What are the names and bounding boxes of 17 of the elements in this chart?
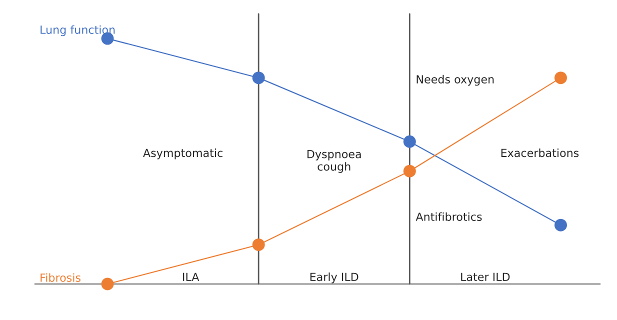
point bbox=[554, 72, 567, 84]
point bbox=[403, 135, 416, 148]
annotation: Later ILD bbox=[461, 272, 510, 282]
point bbox=[252, 238, 265, 251]
annotation: Early ILD bbox=[310, 272, 358, 284]
annotation: Dyspnoea cough bbox=[307, 150, 361, 173]
series-label: Lung function bbox=[40, 25, 115, 36]
annotation: ILA bbox=[183, 272, 200, 281]
series-label: Fibrosis bbox=[40, 273, 80, 282]
point bbox=[403, 164, 416, 178]
point bbox=[252, 72, 265, 84]
annotation: Asymptomatic bbox=[143, 148, 222, 160]
point bbox=[101, 278, 114, 290]
annotation: Antifibrotics bbox=[416, 212, 482, 221]
point bbox=[554, 218, 567, 232]
annotation: Needs oxygen bbox=[416, 74, 494, 86]
annotation: Exacerbations bbox=[501, 148, 579, 158]
